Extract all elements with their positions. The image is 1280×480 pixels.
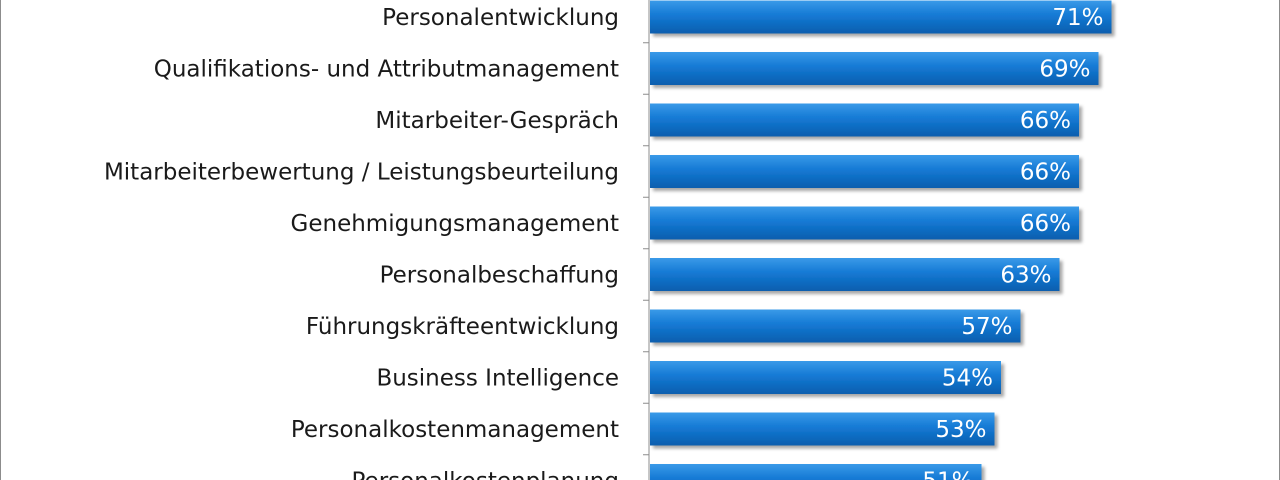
data-label: 53% bbox=[935, 417, 986, 443]
bar bbox=[650, 155, 1079, 188]
data-label: 54% bbox=[942, 366, 993, 392]
bar bbox=[650, 361, 1001, 394]
category-label: Qualifikations- und Attributmanagement bbox=[154, 57, 619, 83]
data-label: 51% bbox=[922, 469, 973, 480]
bar bbox=[650, 412, 995, 446]
data-label: 66% bbox=[1020, 211, 1071, 237]
data-label: 57% bbox=[961, 314, 1012, 340]
data-label: 63% bbox=[1000, 263, 1051, 289]
data-label: 71% bbox=[1052, 5, 1103, 31]
bar bbox=[650, 103, 1079, 137]
data-label: 69% bbox=[1039, 57, 1090, 83]
category-label: Führungskräfteentwicklung bbox=[306, 314, 619, 340]
bar bbox=[650, 258, 1060, 291]
category-axis bbox=[643, 0, 650, 480]
bar bbox=[650, 0, 1112, 34]
labels: Personalentwicklung 71% Qualifikations- un… bbox=[104, 5, 1104, 480]
category-label: Mitarbeiterbewertung / Leistungsbeurteil… bbox=[104, 160, 619, 186]
data-label: 66% bbox=[1020, 108, 1071, 134]
bar bbox=[650, 52, 1099, 85]
bar bbox=[650, 309, 1021, 343]
bars bbox=[650, 0, 1112, 480]
bar bbox=[650, 206, 1079, 240]
category-label: Mitarbeiter-Gespräch bbox=[375, 108, 619, 134]
category-label: Business Intelligence bbox=[376, 366, 619, 392]
category-label: Personalbeschaffung bbox=[380, 263, 619, 289]
category-label: Personalkostenplanung bbox=[352, 469, 620, 480]
category-label: Personalkostenmanagement bbox=[291, 417, 619, 443]
bar bbox=[650, 464, 982, 480]
data-label: 66% bbox=[1020, 160, 1071, 186]
category-label: Genehmigungsmanagement bbox=[291, 211, 619, 237]
category-label: Personalentwicklung bbox=[382, 5, 619, 31]
